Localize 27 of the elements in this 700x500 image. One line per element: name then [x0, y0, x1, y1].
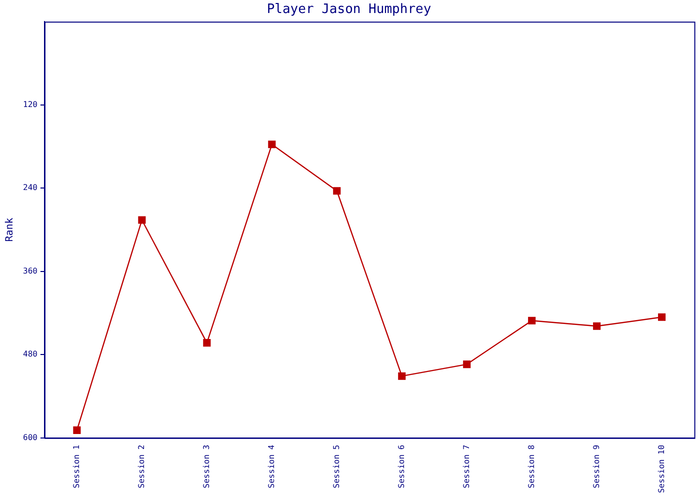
point	[398, 372, 406, 380]
point	[658, 313, 666, 321]
point	[463, 360, 471, 368]
point	[73, 426, 81, 434]
y-tick-label: 480	[22, 350, 38, 359]
y-tick-label: 240	[22, 183, 38, 192]
x-tick-label: Session 4	[266, 444, 276, 488]
x-tick-label: Session 5	[332, 444, 341, 488]
y-axis-title: Rank	[4, 218, 16, 242]
x-tick-label: Session 8	[526, 444, 536, 488]
x-tick-label: Session 1	[72, 444, 82, 488]
x-tick-label: Session 7	[462, 444, 471, 488]
x-tick-label: Session 2	[137, 444, 146, 488]
chart-title: Player Jason Humphrey	[266, 2, 432, 18]
point	[528, 316, 536, 324]
point	[138, 216, 146, 224]
point	[593, 322, 601, 330]
y-tick-label: 600	[22, 432, 38, 442]
x-tick-label: Session 10	[656, 444, 666, 494]
x-tick-label: Session 9	[592, 444, 601, 488]
x-tick-label: Session 3	[202, 444, 211, 488]
point	[268, 140, 276, 148]
y-tick-label: 120	[22, 100, 38, 109]
point	[333, 187, 341, 195]
y-tick-label: 360	[22, 266, 38, 276]
x-tick-label: Session 6	[396, 444, 406, 488]
point	[203, 339, 211, 347]
